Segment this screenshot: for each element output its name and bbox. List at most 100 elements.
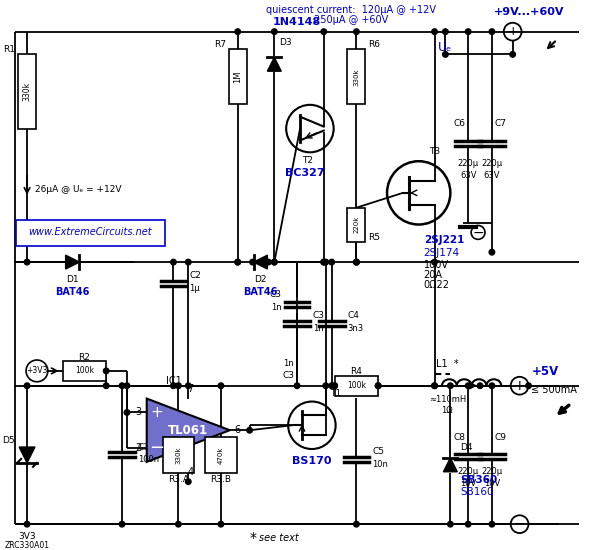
Circle shape	[271, 29, 277, 35]
Circle shape	[176, 521, 181, 527]
Text: +: +	[514, 379, 526, 393]
Text: 20A: 20A	[424, 270, 443, 280]
Text: 100k: 100k	[347, 381, 366, 390]
Circle shape	[176, 383, 181, 388]
Text: ≤ 500mA: ≤ 500mA	[532, 384, 577, 395]
Circle shape	[271, 259, 277, 265]
Text: D4: D4	[460, 443, 473, 452]
Text: 330k: 330k	[353, 68, 359, 86]
Text: ≈110mH: ≈110mH	[429, 395, 466, 404]
Text: 26μA @ Uₑ = +12V: 26μA @ Uₑ = +12V	[35, 185, 121, 194]
Text: D2: D2	[254, 276, 267, 284]
Text: +: +	[150, 405, 163, 420]
Circle shape	[526, 383, 531, 388]
Circle shape	[124, 410, 129, 415]
Text: 330k: 330k	[23, 81, 31, 101]
Text: BAT46: BAT46	[244, 287, 277, 297]
Text: −: −	[149, 439, 164, 457]
Circle shape	[432, 29, 437, 35]
Circle shape	[443, 29, 448, 35]
Text: C3: C3	[313, 311, 325, 320]
Text: D3: D3	[279, 38, 292, 47]
Circle shape	[465, 383, 471, 388]
Circle shape	[170, 383, 176, 388]
Text: L1  *: L1 *	[436, 359, 459, 369]
Text: 220k: 220k	[353, 216, 359, 233]
Circle shape	[321, 259, 327, 265]
Text: +: +	[507, 25, 518, 38]
Circle shape	[465, 29, 471, 35]
Text: R2: R2	[78, 353, 90, 361]
Text: TL061: TL061	[168, 424, 208, 437]
Circle shape	[124, 383, 129, 388]
Bar	[347, 50, 365, 104]
Text: 4: 4	[187, 467, 193, 477]
Text: *: *	[249, 531, 256, 545]
Polygon shape	[444, 458, 457, 472]
Circle shape	[170, 259, 176, 265]
Circle shape	[353, 259, 359, 265]
Text: 330k: 330k	[175, 446, 181, 464]
Circle shape	[432, 259, 437, 265]
Text: 1n: 1n	[283, 360, 294, 368]
Circle shape	[329, 383, 334, 388]
Text: 10n: 10n	[372, 460, 388, 469]
Bar	[163, 437, 194, 473]
Text: 7: 7	[187, 384, 194, 394]
Text: 220μ: 220μ	[481, 468, 503, 476]
Text: C4: C4	[347, 311, 359, 320]
Text: 1Ω: 1Ω	[441, 406, 453, 415]
Circle shape	[235, 29, 241, 35]
Circle shape	[185, 479, 191, 485]
Polygon shape	[267, 57, 281, 71]
Circle shape	[266, 259, 271, 265]
Circle shape	[432, 383, 437, 388]
Text: Uₑ: Uₑ	[438, 41, 453, 54]
Polygon shape	[19, 447, 35, 463]
Polygon shape	[65, 255, 80, 269]
Circle shape	[235, 259, 241, 265]
Text: 1n: 1n	[271, 303, 281, 312]
Circle shape	[448, 383, 453, 388]
Text: 220μ: 220μ	[481, 159, 503, 168]
Circle shape	[353, 259, 359, 265]
Text: 220μ: 220μ	[457, 159, 479, 168]
Text: R4: R4	[350, 367, 362, 376]
Text: 0Ω22: 0Ω22	[424, 280, 450, 290]
Text: 250μA @ +60V: 250μA @ +60V	[314, 15, 388, 25]
Text: R6: R6	[368, 40, 380, 49]
Circle shape	[477, 383, 483, 388]
Polygon shape	[254, 255, 267, 269]
Circle shape	[489, 521, 495, 527]
Text: R3.A: R3.A	[168, 475, 189, 484]
Circle shape	[448, 521, 453, 527]
Text: 1N4148: 1N4148	[273, 16, 321, 27]
Polygon shape	[147, 399, 230, 462]
Circle shape	[24, 383, 30, 388]
Text: 100k: 100k	[75, 366, 94, 376]
Text: −: −	[472, 226, 484, 239]
Text: 6: 6	[235, 425, 241, 435]
Circle shape	[103, 383, 109, 388]
Text: BC327: BC327	[285, 168, 325, 178]
Circle shape	[185, 383, 191, 388]
Circle shape	[465, 521, 471, 527]
Text: 470k: 470k	[218, 446, 224, 464]
Circle shape	[353, 29, 359, 35]
Text: IC1: IC1	[166, 376, 181, 386]
Text: 100V: 100V	[424, 260, 448, 270]
Text: 1M: 1M	[233, 71, 242, 84]
Bar	[205, 437, 237, 473]
Circle shape	[24, 259, 30, 265]
Text: 100n: 100n	[138, 455, 159, 464]
Text: 220μ: 220μ	[457, 468, 479, 476]
Text: C7: C7	[495, 119, 507, 128]
Circle shape	[332, 383, 337, 388]
Circle shape	[119, 383, 125, 388]
Circle shape	[332, 383, 337, 388]
Text: R5: R5	[368, 233, 380, 242]
Text: R3.B: R3.B	[210, 475, 232, 484]
Circle shape	[247, 427, 252, 433]
Circle shape	[250, 259, 255, 265]
Text: 2SJ221: 2SJ221	[424, 235, 464, 245]
